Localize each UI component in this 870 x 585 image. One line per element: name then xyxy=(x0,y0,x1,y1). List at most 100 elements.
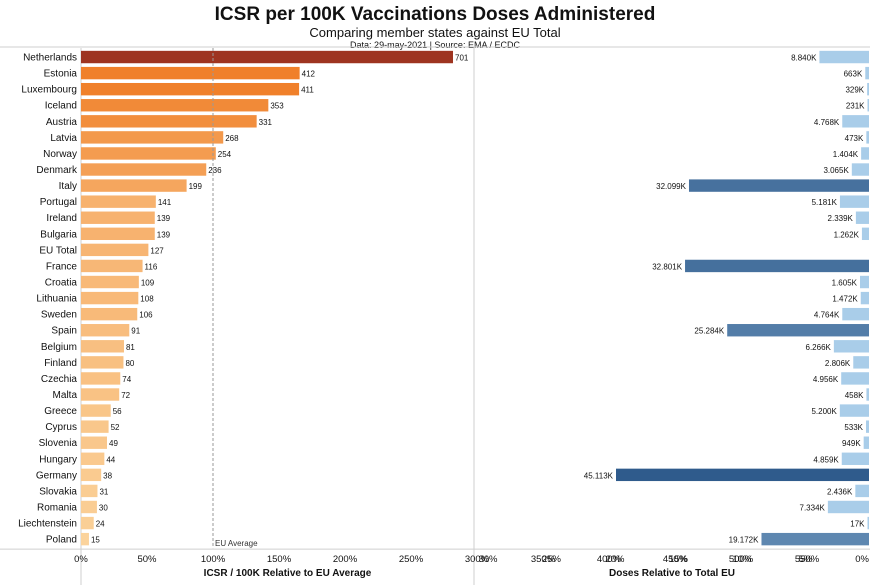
icsr-tick-9: 450% xyxy=(663,554,688,565)
icsr-value-luxembourg: 411 xyxy=(301,86,314,95)
icsr-value-netherlands: 701 xyxy=(455,54,469,63)
category-label-latvia: Latvia xyxy=(50,133,77,144)
doses-value-belgium: 6.266K xyxy=(806,343,832,352)
icsr-bar-norway xyxy=(81,147,216,160)
icsr-bar-spain xyxy=(81,324,130,337)
doses-value-lithuania: 1.472K xyxy=(832,295,858,304)
chart-title: ICSR per 100K Vaccinations Doses Adminis… xyxy=(214,4,656,25)
icsr-bar-netherlands xyxy=(81,50,453,64)
icsr-bar-latvia xyxy=(81,131,224,144)
icsr-value-slovenia: 49 xyxy=(109,439,118,448)
icsr-value-latvia: 268 xyxy=(225,134,239,143)
icsr-value-liechtenstein: 24 xyxy=(96,520,105,529)
icsr-tick-8: 400% xyxy=(597,554,622,565)
icsr-value-sweden: 106 xyxy=(139,311,153,320)
category-label-netherlands: Netherlands xyxy=(23,53,77,64)
doses-value-slovenia: 949K xyxy=(842,439,861,448)
icsr-bar-denmark xyxy=(81,163,207,176)
icsr-bar-belgium xyxy=(81,340,124,353)
icsr-bar-iceland xyxy=(81,99,269,112)
icsr-value-slovakia: 31 xyxy=(99,487,108,496)
doses-bar-cyprus xyxy=(866,420,869,433)
icsr-bar-malta xyxy=(81,388,120,401)
icsr-tick-11: 550% xyxy=(795,554,820,565)
category-label-france: France xyxy=(46,261,78,272)
doses-value-czechia: 4.956K xyxy=(813,375,839,384)
doses-bar-malta xyxy=(866,388,869,401)
doses-bar-ireland xyxy=(855,211,869,224)
icsr-bar-germany xyxy=(81,468,102,482)
doses-bar-romania xyxy=(827,500,869,514)
icsr-bar-cyprus xyxy=(81,420,109,433)
icsr-bar-greece xyxy=(81,404,111,417)
doses-value-spain: 25.284K xyxy=(694,327,724,336)
category-label-eu-total: EU Total xyxy=(39,245,77,256)
icsr-value-lithuania: 108 xyxy=(140,295,154,304)
doses-tick-6: 0% xyxy=(855,554,869,565)
doses-bars: 8.840K 663K 329K 231K 4.768K 473K 1.404K 3.065K… xyxy=(584,50,869,546)
doses-value-sweden: 4.764K xyxy=(814,311,840,320)
category-label-malta: Malta xyxy=(53,390,78,401)
icsr-value-austria: 331 xyxy=(259,118,273,127)
doses-bar-czechia xyxy=(841,372,869,385)
icsr-tick-6: 300% xyxy=(465,554,490,565)
doses-bar-iceland xyxy=(867,99,869,112)
doses-value-iceland: 231K xyxy=(846,102,865,111)
icsr-value-germany: 38 xyxy=(103,471,112,480)
doses-tick-5: 5% xyxy=(799,554,813,565)
icsr-bar-eu-total xyxy=(81,243,149,257)
icsr-value-cyprus: 52 xyxy=(111,423,120,432)
doses-bar-poland xyxy=(761,532,869,546)
icsr-bar-liechtenstein xyxy=(81,516,94,530)
icsr-bar-estonia xyxy=(81,66,300,80)
icsr-value-bulgaria: 139 xyxy=(157,230,171,239)
doses-value-ireland: 2.339K xyxy=(828,214,854,223)
doses-tick-2: 20% xyxy=(605,554,625,565)
doses-tick-3: 15% xyxy=(669,554,689,565)
category-label-norway: Norway xyxy=(43,149,77,160)
doses-tick-1: 25% xyxy=(542,554,562,565)
doses-value-cyprus: 533K xyxy=(844,423,863,432)
category-label-belgium: Belgium xyxy=(41,342,77,353)
chart-header: ICSR per 100K Vaccinations Doses Adminis… xyxy=(0,0,870,51)
eu-average-label: EU Average xyxy=(215,539,258,548)
icsr-value-iceland: 353 xyxy=(270,102,284,111)
doses-bar-netherlands xyxy=(819,50,869,64)
chart-subtitle: Comparing member states against EU Total xyxy=(309,25,561,40)
category-label-sweden: Sweden xyxy=(41,310,77,321)
icsr-bar-sweden xyxy=(81,307,138,321)
doses-value-hungary: 4.859K xyxy=(813,455,839,464)
icsr-tick-10: 500% xyxy=(729,554,754,565)
category-label-hungary: Hungary xyxy=(39,454,77,465)
icsr-tick-0: 0% xyxy=(74,554,88,565)
icsr-bar-austria xyxy=(81,115,257,128)
doses-value-netherlands: 8.840K xyxy=(791,54,817,63)
doses-bar-spain xyxy=(727,324,869,337)
icsr-tick-3: 150% xyxy=(267,554,292,565)
icsr-bar-czechia xyxy=(81,372,121,385)
doses-value-austria: 4.768K xyxy=(814,118,840,127)
category-label-luxembourg: Luxembourg xyxy=(21,85,77,96)
icsr-value-hungary: 44 xyxy=(106,455,115,464)
category-label-finland: Finland xyxy=(44,358,77,369)
icsr-bar-slovakia xyxy=(81,484,98,498)
icsr-value-france: 116 xyxy=(145,262,158,271)
icsr-bar-luxembourg xyxy=(81,82,300,96)
icsr-value-ireland: 139 xyxy=(157,214,171,223)
doses-tick-0: 30% xyxy=(478,554,498,565)
doses-value-romania: 7.334K xyxy=(800,503,826,512)
doses-value-slovakia: 2.436K xyxy=(827,487,853,496)
icsr-bar-portugal xyxy=(81,195,156,208)
icsr-bars: 701 412 411 353 331 268 254 236 199 141 139 139 127 1… xyxy=(81,50,469,546)
doses-value-germany: 45.113K xyxy=(584,471,614,480)
doses-value-estonia: 663K xyxy=(844,70,863,79)
doses-bar-latvia xyxy=(866,131,869,144)
doses-value-norway: 1.404K xyxy=(833,150,859,159)
doses-bar-slovenia xyxy=(863,436,869,449)
doses-bar-norway xyxy=(861,147,869,160)
doses-value-liechtenstein: 17K xyxy=(850,520,865,529)
category-label-portugal: Portugal xyxy=(40,197,77,208)
category-label-lithuania: Lithuania xyxy=(36,294,77,305)
category-label-italy: Italy xyxy=(59,181,77,192)
